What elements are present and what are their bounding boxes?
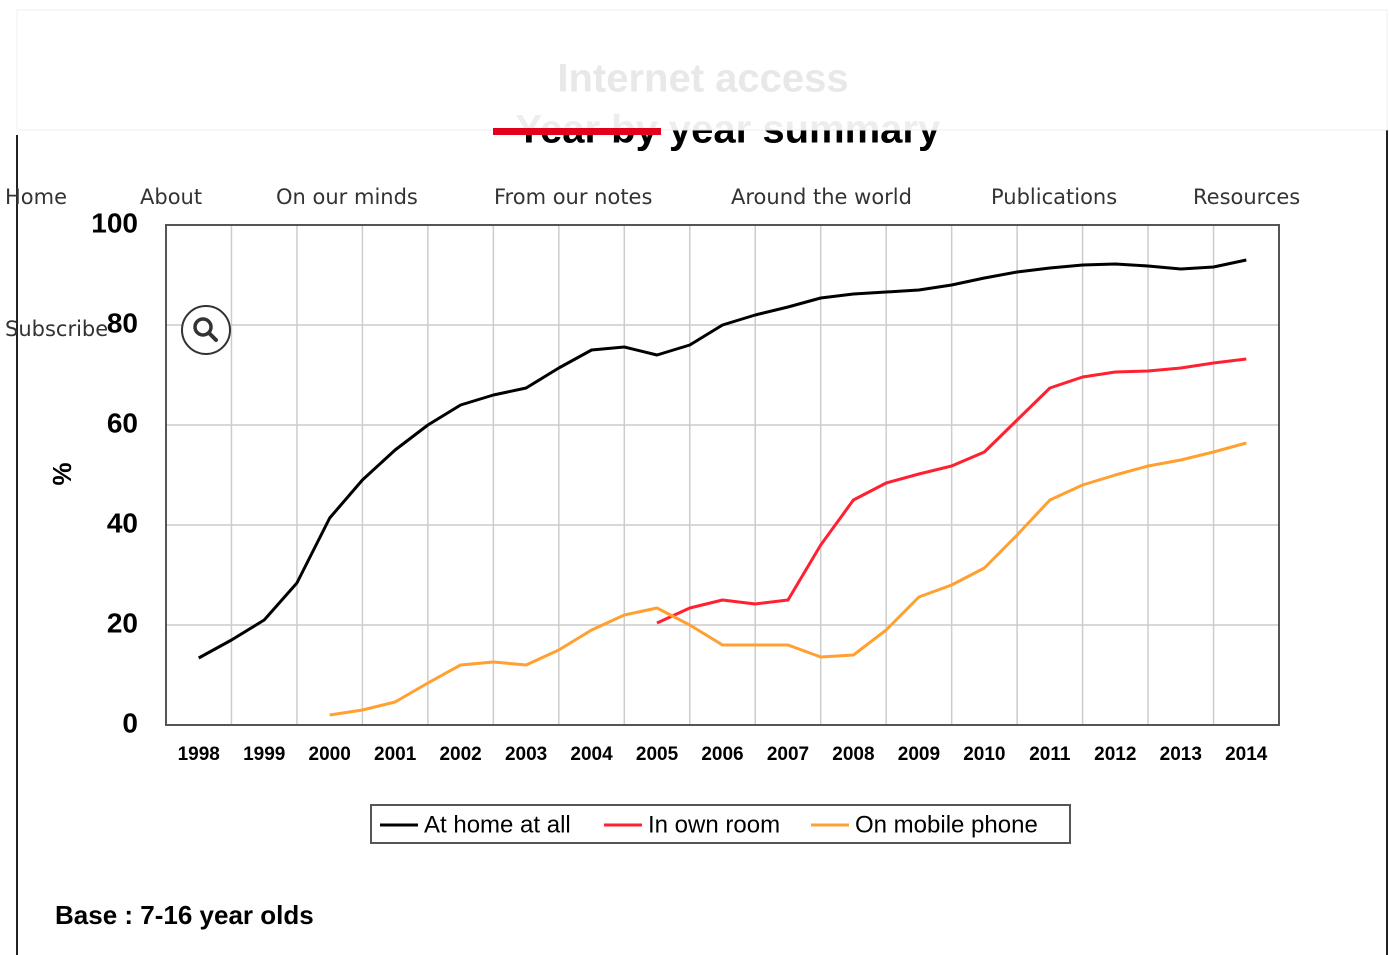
x-tick-label: 2007 [767,744,809,765]
y-tick-label: 60 [107,407,138,438]
x-tick-label: 2004 [570,744,613,765]
y-tick-label: 40 [107,507,138,538]
x-tick-label: 2014 [1225,744,1268,765]
header-overlay [16,9,1388,131]
x-tick-label: 2005 [636,744,679,765]
nav-link[interactable]: Home [5,185,67,209]
x-tick-label: 2013 [1160,744,1202,765]
series-line [197,258,1247,660]
nav-link[interactable]: Publications [991,185,1117,209]
x-tick-label: 1998 [178,744,220,765]
x-tick-label: 2010 [963,744,1005,765]
subscribe-link[interactable]: Subscribe [5,317,108,341]
x-tick-label: 2008 [832,744,874,765]
x-tick-label: 2001 [374,744,417,765]
nav-link[interactable]: From our notes [494,185,652,209]
chart-title: Internet access [557,57,848,101]
navigation: Home About On our minds From our notes Aroun… [5,185,1300,209]
plot-frame [165,224,1280,726]
y-tick-label: 100 [91,207,138,238]
x-tick-label: 2000 [309,744,351,765]
legend-label: At home at all [424,811,571,838]
x-tick-label: 1999 [243,744,285,765]
x-tick-label: 2012 [1094,744,1136,765]
nav-link[interactable]: About [140,185,202,209]
nav-link[interactable]: Resources [1193,185,1300,209]
series-line [656,357,1247,625]
nav-link[interactable]: On our minds [276,185,418,209]
footnote: Base : 7-16 year olds [55,900,314,930]
plot: 0 20 40 60 80 100 1998 1999 2000 2001 2002 2003 2004… [91,207,1280,844]
x-tick-label: 2009 [898,744,940,765]
y-axis-label: % [47,462,77,485]
x-tick-label: 2011 [1029,744,1071,765]
legend-label: On mobile phone [855,811,1038,838]
y-tick-label: 80 [107,307,138,338]
nav-link[interactable]: Around the world [731,185,912,209]
active-indicator [493,128,661,135]
legend-label: In own room [648,811,780,838]
legend-box [370,804,1071,844]
search-button[interactable] [181,305,231,355]
y-tick-label: 20 [107,607,138,638]
x-tick-label: 2002 [439,744,481,765]
x-tick-label: 2003 [505,744,547,765]
x-tick-label: 2006 [701,744,743,765]
series-line [329,441,1247,717]
y-tick-label: 0 [122,707,138,738]
